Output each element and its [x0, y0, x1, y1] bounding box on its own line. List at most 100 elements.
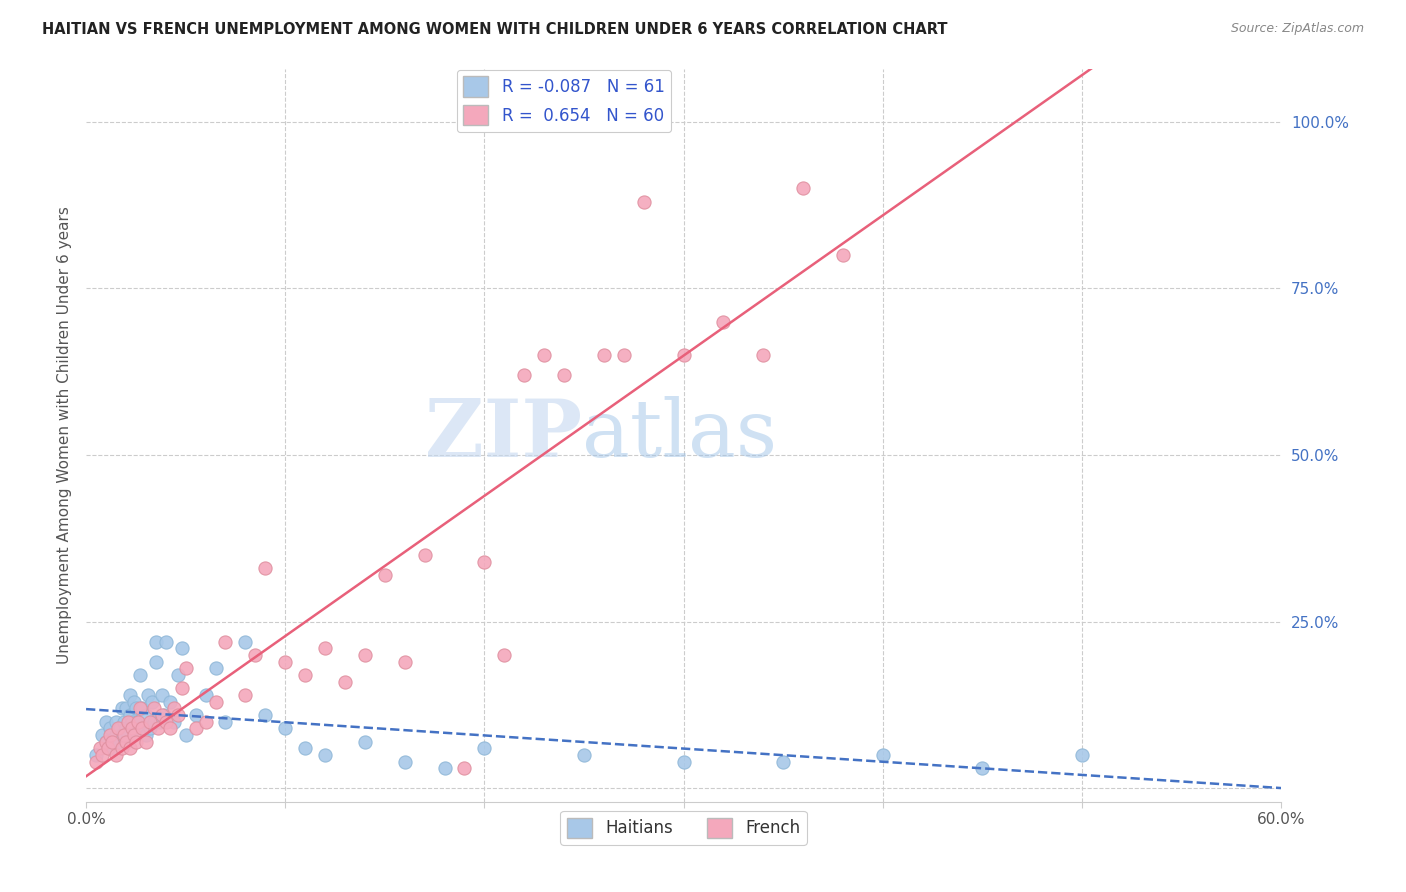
Point — [115, 734, 138, 748]
Point — [314, 747, 336, 762]
Point — [354, 648, 377, 662]
Point — [97, 741, 120, 756]
Point — [274, 721, 297, 735]
Point — [101, 741, 124, 756]
Point — [214, 714, 236, 729]
Point — [111, 701, 134, 715]
Point — [333, 674, 356, 689]
Point — [274, 655, 297, 669]
Text: atlas: atlas — [582, 396, 778, 474]
Point — [872, 747, 894, 762]
Point — [145, 634, 167, 648]
Point — [453, 761, 475, 775]
Point — [163, 714, 186, 729]
Point — [89, 741, 111, 756]
Point — [94, 734, 117, 748]
Point — [98, 728, 121, 742]
Point — [254, 708, 277, 723]
Point — [354, 734, 377, 748]
Point — [572, 747, 595, 762]
Point — [792, 181, 814, 195]
Point — [150, 688, 173, 702]
Point — [135, 728, 157, 742]
Legend: Haitians, French: Haitians, French — [561, 811, 807, 845]
Point — [972, 761, 994, 775]
Point — [107, 721, 129, 735]
Point — [139, 714, 162, 729]
Point — [112, 714, 135, 729]
Point — [121, 714, 143, 729]
Point — [166, 708, 188, 723]
Point — [474, 741, 496, 756]
Point — [832, 248, 855, 262]
Point — [118, 708, 141, 723]
Point — [84, 755, 107, 769]
Point — [135, 734, 157, 748]
Point — [294, 741, 316, 756]
Point — [121, 721, 143, 735]
Point — [101, 734, 124, 748]
Point — [107, 734, 129, 748]
Y-axis label: Unemployment Among Women with Children Under 6 years: Unemployment Among Women with Children U… — [58, 206, 72, 664]
Point — [394, 655, 416, 669]
Point — [155, 634, 177, 648]
Point — [163, 701, 186, 715]
Point — [136, 688, 159, 702]
Point — [145, 655, 167, 669]
Point — [98, 721, 121, 735]
Point — [513, 368, 536, 382]
Point — [104, 728, 127, 742]
Point — [433, 761, 456, 775]
Point — [184, 708, 207, 723]
Point — [94, 734, 117, 748]
Point — [159, 721, 181, 735]
Point — [1071, 747, 1094, 762]
Point — [142, 701, 165, 715]
Point — [139, 721, 162, 735]
Point — [474, 555, 496, 569]
Point — [235, 634, 257, 648]
Point — [135, 708, 157, 723]
Point — [104, 747, 127, 762]
Point — [152, 708, 174, 723]
Point — [245, 648, 267, 662]
Point — [125, 721, 148, 735]
Point — [174, 661, 197, 675]
Point — [118, 688, 141, 702]
Point — [170, 641, 193, 656]
Point — [115, 701, 138, 715]
Point — [159, 695, 181, 709]
Point — [112, 728, 135, 742]
Point — [131, 701, 153, 715]
Point — [108, 721, 131, 735]
Point — [127, 714, 149, 729]
Point — [374, 568, 396, 582]
Point — [117, 728, 139, 742]
Point — [166, 668, 188, 682]
Point — [118, 741, 141, 756]
Point — [128, 701, 150, 715]
Point — [150, 708, 173, 723]
Point — [146, 721, 169, 735]
Point — [204, 661, 226, 675]
Point — [214, 634, 236, 648]
Point — [494, 648, 516, 662]
Text: Source: ZipAtlas.com: Source: ZipAtlas.com — [1230, 22, 1364, 36]
Point — [128, 668, 150, 682]
Point — [125, 701, 148, 715]
Point — [633, 194, 655, 209]
Point — [553, 368, 575, 382]
Point — [194, 714, 217, 729]
Point — [91, 747, 114, 762]
Point — [194, 688, 217, 702]
Text: HAITIAN VS FRENCH UNEMPLOYMENT AMONG WOMEN WITH CHILDREN UNDER 6 YEARS CORRELATI: HAITIAN VS FRENCH UNEMPLOYMENT AMONG WOM… — [42, 22, 948, 37]
Point — [115, 721, 138, 735]
Point — [111, 728, 134, 742]
Point — [155, 714, 177, 729]
Point — [184, 721, 207, 735]
Point — [672, 348, 695, 362]
Point — [84, 747, 107, 762]
Point — [772, 755, 794, 769]
Point — [235, 688, 257, 702]
Point — [294, 668, 316, 682]
